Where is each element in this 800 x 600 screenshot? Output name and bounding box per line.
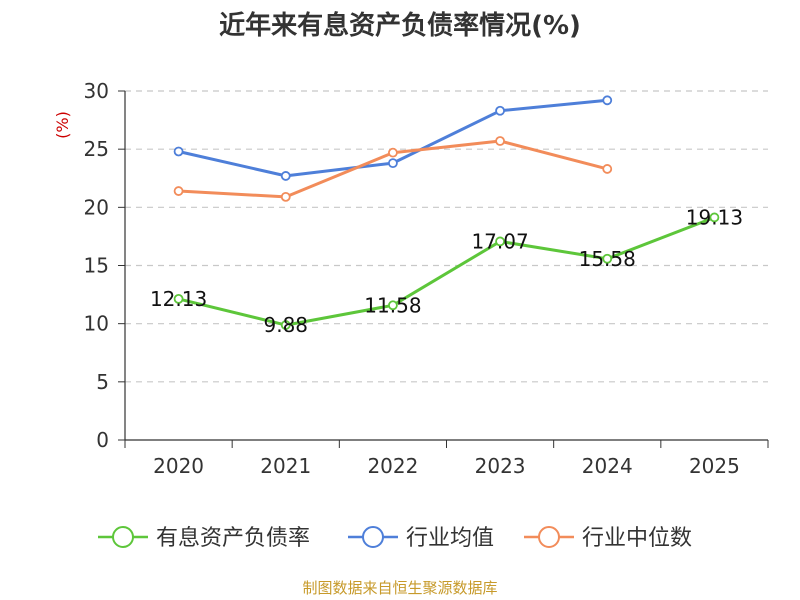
data-point[interactable] <box>495 236 505 247</box>
legend-label: 有息资产负债率 <box>156 526 310 551</box>
source-note: 制图数据来自恒生聚源数据库 <box>302 579 497 597</box>
x-tick-label: 2021 <box>260 454 311 478</box>
data-point[interactable] <box>709 212 720 223</box>
y-tick-label: 15 <box>84 254 109 278</box>
data-point[interactable] <box>388 300 398 311</box>
data-point[interactable] <box>388 147 398 158</box>
legend-label: 行业中位数 <box>582 526 692 551</box>
data-label: 11.58 <box>364 293 421 317</box>
data-point[interactable] <box>280 171 291 181</box>
series-line <box>177 216 716 327</box>
y-tick-label: 10 <box>84 312 109 336</box>
data-point[interactable] <box>173 293 184 304</box>
legend[interactable]: 有息资产负债率 行业均值 行业中位数 <box>98 526 692 551</box>
data-point[interactable] <box>388 158 398 169</box>
y-axis-label: (%) <box>53 111 72 139</box>
data-point[interactable] <box>495 105 505 116</box>
data-label: 17.07 <box>471 229 528 253</box>
x-tick-label: 2025 <box>689 454 740 478</box>
data-point[interactable] <box>602 164 613 174</box>
legend-swatch-marker <box>538 526 560 548</box>
legend-item[interactable]: 有息资产负债率 <box>98 526 310 551</box>
data-label: 15.58 <box>579 247 636 271</box>
y-tick-label: 20 <box>84 195 109 219</box>
x-tick-label: 2024 <box>582 454 633 478</box>
data-point[interactable] <box>602 253 613 264</box>
y-tick-label: 5 <box>96 370 109 394</box>
data-point[interactable] <box>602 95 613 106</box>
legend-item[interactable]: 行业中位数 <box>524 526 692 551</box>
legend-label: 行业均值 <box>406 526 494 551</box>
x-tick-label: 2020 <box>153 454 204 478</box>
legend-swatch-marker <box>362 526 384 548</box>
data-point[interactable] <box>173 146 184 157</box>
x-tick-label: 2023 <box>475 454 526 478</box>
y-tick-label: 30 <box>84 79 109 103</box>
grid-lines <box>125 90 768 383</box>
legend-item[interactable]: 行业均值 <box>348 526 494 551</box>
series-group <box>173 95 720 330</box>
data-label: 19.13 <box>686 205 743 229</box>
data-label: 9.88 <box>263 313 308 337</box>
data-point[interactable] <box>280 320 291 330</box>
chart-title: 近年来有息资产负债率情况(%) <box>219 10 581 41</box>
data-labels: 12.13 9.88 11.58 17.07 15.58 19.13 <box>150 205 743 337</box>
data-point[interactable] <box>280 191 291 202</box>
data-point[interactable] <box>495 136 505 146</box>
legend-swatch-marker <box>112 526 134 548</box>
data-point[interactable] <box>173 186 184 196</box>
x-tick-label: 2022 <box>367 454 418 478</box>
y-tick-label: 25 <box>84 137 109 161</box>
y-tick-label: 0 <box>96 428 109 452</box>
data-label: 12.13 <box>150 287 207 311</box>
